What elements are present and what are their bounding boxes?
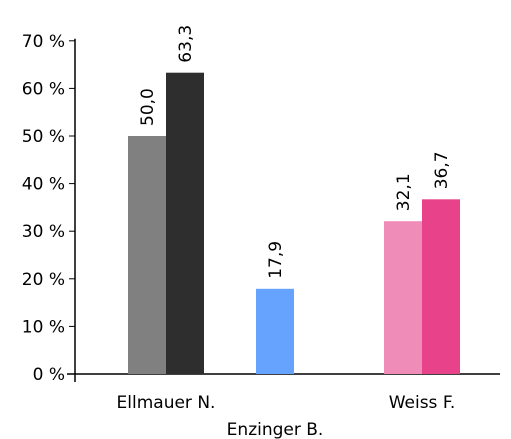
- y-tick-label: 40 %: [22, 175, 65, 195]
- y-axis: 0 % 10 % 20 % 30 % 40 % 50 % 60 % 70 %: [22, 32, 76, 385]
- bar: [256, 288, 294, 374]
- data-label: 32,1: [394, 173, 414, 211]
- y-tick-label: 60 %: [22, 79, 65, 99]
- data-label: 63,3: [176, 25, 196, 63]
- y-tick-label: 30 %: [22, 222, 65, 242]
- data-label: 36,7: [432, 151, 452, 189]
- bar: [128, 136, 166, 374]
- category-labels: Ellmauer N. Enzinger B. Weiss F.: [117, 393, 456, 439]
- bars: [128, 72, 460, 374]
- category-label: Enzinger B.: [227, 420, 324, 439]
- category-label: Weiss F.: [389, 393, 456, 413]
- bar: [166, 72, 204, 374]
- y-tick-label: 20 %: [22, 270, 65, 290]
- y-tick-label: 70 %: [22, 32, 65, 52]
- bar: [384, 221, 422, 374]
- data-labels: 50,0 63,3 17,9 32,1 36,7: [138, 25, 452, 279]
- category-label: Ellmauer N.: [117, 393, 216, 413]
- bar: [422, 199, 460, 374]
- y-tick-label: 0 %: [33, 365, 65, 385]
- y-tick-label: 10 %: [22, 317, 65, 337]
- data-label: 17,9: [266, 241, 286, 279]
- y-tick-label: 50 %: [22, 127, 65, 147]
- data-label: 50,0: [138, 88, 158, 126]
